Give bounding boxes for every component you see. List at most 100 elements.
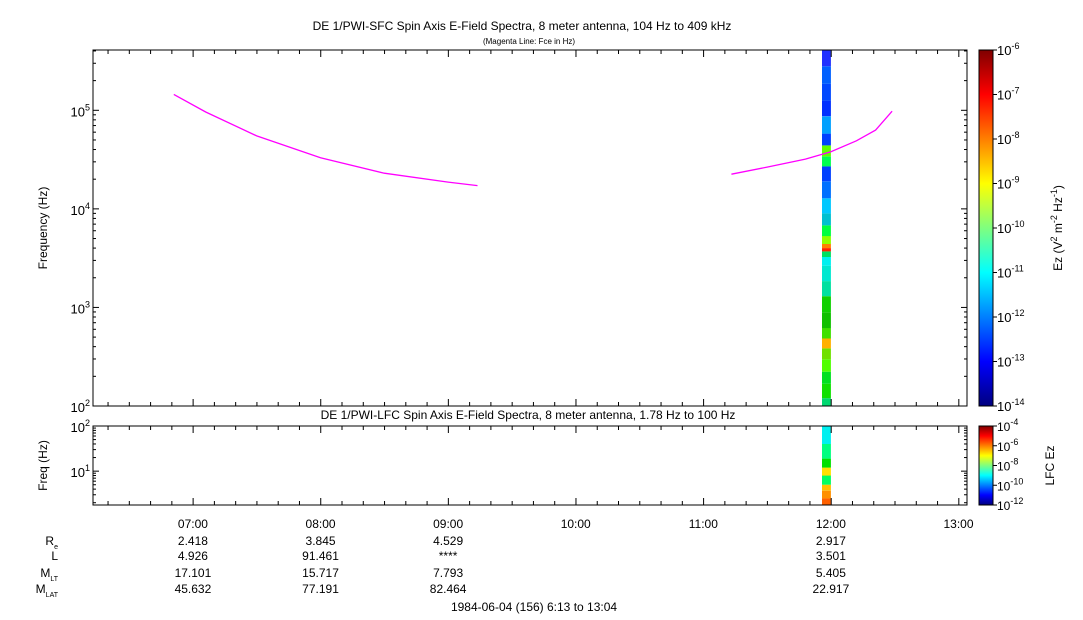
lfc-colorbar-tick-label-base: 10 <box>997 499 1011 513</box>
lfc-ytick-label: 102 <box>71 418 90 435</box>
sfc-colorbar-tick-label: 10-11 <box>997 264 1024 281</box>
xtick-label-11:00: 11:00 <box>689 517 718 531</box>
sfc-ytick-label: 102 <box>71 398 90 415</box>
sfc-column-cell-33 <box>822 50 831 67</box>
lfc-column-cell-3 <box>822 475 831 485</box>
sfc-colorbar-label-part: -1 <box>1049 189 1059 197</box>
sfc-colorbar-tick-label: 10-12 <box>997 308 1024 325</box>
lfc-ytick-label: 101 <box>71 463 90 480</box>
sfc-ytick-label-exponent: 2 <box>85 398 90 408</box>
sfc-column-cell-14 <box>822 281 831 297</box>
sfc-colorbar-tick-label-base: 10 <box>997 355 1011 370</box>
ephemeris-value: 3.501 <box>816 549 846 563</box>
sfc-column-cell-20 <box>822 236 831 244</box>
sfc-column-cell-11 <box>822 328 831 339</box>
sfc-colorbar-bar <box>978 49 994 407</box>
sfc-colorbar-tick-label-exponent: -13 <box>1011 353 1024 363</box>
sfc-colorbar-tick-label-exponent: -8 <box>1011 130 1019 140</box>
sfc-colorbar-tick-label-base: 10 <box>997 266 1011 281</box>
sfc-colorbar-tick-label-exponent: -7 <box>1011 86 1019 96</box>
sfc-column-cell-17 <box>822 251 831 257</box>
sfc-colorbar-label-part: Hz <box>1051 197 1065 215</box>
lfc-colorbar-tick-label-exponent: -12 <box>1010 496 1023 506</box>
lfc-colorbar-tick-label: 10-8 <box>997 457 1018 474</box>
xtick-label-12:00: 12:00 <box>816 517 846 531</box>
ephemeris-value: 91.461 <box>302 549 339 563</box>
sfc-column-cell-12 <box>822 312 831 329</box>
lfc-column-cell-1 <box>822 490 831 499</box>
sfc-column-cell-19 <box>822 244 831 249</box>
ephemeris-value: **** <box>439 549 458 563</box>
sfc-column-cell-30 <box>822 100 831 117</box>
ephemeris-value: 7.793 <box>433 566 463 580</box>
ephemeris-value: 2.917 <box>816 534 846 548</box>
ephemeris-label-1: L <box>51 549 58 563</box>
footer-time-range: 1984-06-04 (156) 6:13 to 13:04 <box>451 600 617 614</box>
lfc-column-cell-0 <box>822 498 831 505</box>
sfc-column-cell-8 <box>822 359 831 372</box>
sfc-colorbar-label-part: -2 <box>1049 215 1059 223</box>
sfc-plot-frame <box>92 49 968 407</box>
sfc-colorbar-tick-label-exponent: -12 <box>1011 308 1024 318</box>
sfc-column-cell-27 <box>822 145 831 157</box>
sfc-ytick-label-base: 10 <box>71 400 85 415</box>
sfc-column-cell-10 <box>822 338 831 349</box>
sfc-colorbar-tick-label-base: 10 <box>997 43 1011 58</box>
ephemeris-label-3: MLAT <box>36 582 59 599</box>
sfc-colorbar-tick-label: 10-10 <box>997 219 1024 236</box>
sfc-ytick-label: 105 <box>71 102 90 119</box>
ephemeris-label-main: M <box>36 582 46 596</box>
sfc-ytick-label: 104 <box>71 201 90 218</box>
lfc-colorbar-tick-label: 10-4 <box>997 417 1018 434</box>
sfc-colorbar-tick-label-exponent: -14 <box>1011 397 1024 407</box>
lfc-colorbar-tick-label-exponent: -6 <box>1010 437 1018 447</box>
lfc-ytick-label-base: 10 <box>71 420 85 435</box>
sfc-colorbar-label-part: ) <box>1051 185 1065 189</box>
sfc-column-cell-22 <box>822 213 831 226</box>
sfc-colorbar-label-part: m <box>1051 223 1065 236</box>
sfc-colorbar-tick-label-base: 10 <box>997 88 1011 103</box>
lfc-colorbar-tick-label-base: 10 <box>997 460 1011 474</box>
ephemeris-value: 77.191 <box>302 582 339 596</box>
ephemeris-value: 2.418 <box>178 534 208 548</box>
sfc-colorbar-tick-label-base: 10 <box>997 132 1011 147</box>
sfc-colorbar-label: Ez (V2 m-2 Hz-1) <box>1049 185 1065 271</box>
sfc-colorbar-tick-label-base: 10 <box>997 399 1011 414</box>
sfc-colorbar-label-part: 2 <box>1049 237 1059 242</box>
lfc-colorbar-tick-label-base: 10 <box>997 479 1011 493</box>
sfc-column-cell-16 <box>822 257 831 266</box>
ephemeris-label-sub: e <box>54 544 58 551</box>
sfc-colorbar-tick-label-exponent: -10 <box>1011 219 1024 229</box>
fce-line-segment-1 <box>731 110 893 175</box>
ephemeris-value: 45.632 <box>175 582 212 596</box>
xtick-label-13:00: 13:00 <box>943 517 973 531</box>
lfc-ylabel: Freq (Hz) <box>36 440 50 491</box>
lfc-column-cell-2 <box>822 484 831 491</box>
ephemeris-value: 17.101 <box>175 566 212 580</box>
xtick-label-09:00: 09:00 <box>433 517 463 531</box>
sfc-title: DE 1/PWI-SFC Spin Axis E-Field Spectra, … <box>313 19 732 33</box>
lfc-colorbar-bar <box>978 425 994 506</box>
sfc-colorbar-tick-label: 10-14 <box>997 397 1024 414</box>
lfc-colorbar-tick-label-exponent: -4 <box>1010 417 1018 427</box>
ephemeris-label-main: L <box>51 549 58 563</box>
sfc-column-cell-23 <box>822 198 831 214</box>
lfc-column-cell-7 <box>822 426 831 444</box>
sfc-colorbar-tick-label-base: 10 <box>997 177 1011 192</box>
lfc-colorbar-label: LFC Ez <box>1043 445 1057 485</box>
lfc-colorbar-tick-label: 10-6 <box>997 437 1018 454</box>
sfc-column-cell-29 <box>822 116 831 134</box>
ephemeris-label-2: MLT <box>40 566 58 583</box>
lfc-colorbar-tick-label: 10-12 <box>997 496 1023 513</box>
lfc-ytick-label-base: 10 <box>71 465 85 480</box>
sfc-column-cell-25 <box>822 166 831 182</box>
ephemeris-value: 22.917 <box>813 582 850 596</box>
xtick-label-10:00: 10:00 <box>561 517 591 531</box>
sfc-subtitle: (Magenta Line: Fce in Hz) <box>483 37 575 46</box>
ephemeris-value: 82.464 <box>430 582 467 596</box>
fce-line-segment-0 <box>173 93 478 187</box>
sfc-ytick-label-base: 10 <box>71 301 85 316</box>
lfc-plot-frame <box>92 425 968 506</box>
